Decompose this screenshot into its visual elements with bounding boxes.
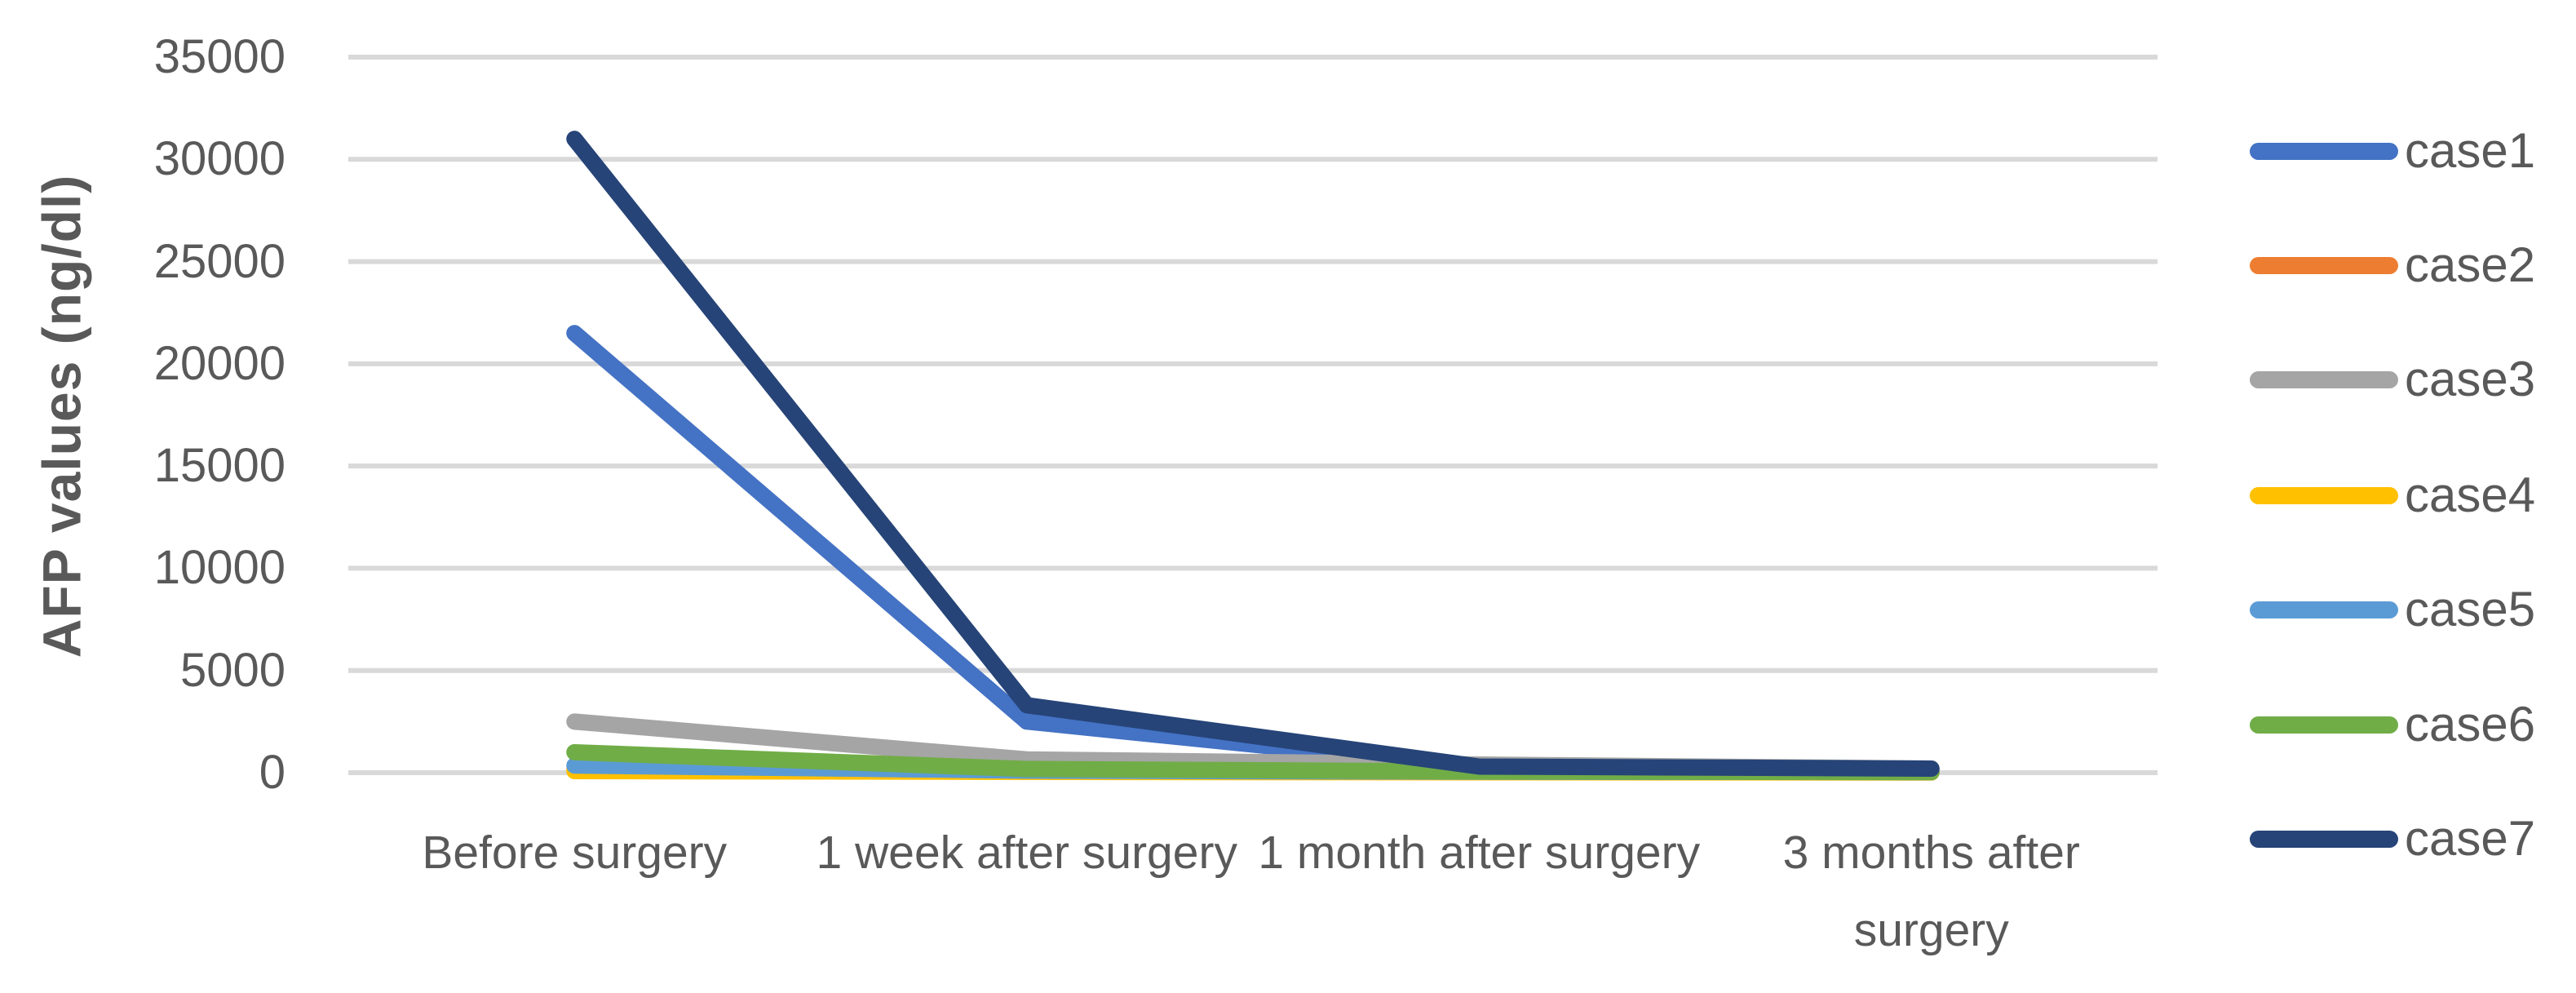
legend-label: case3 — [2405, 352, 2536, 406]
legend-label: case1 — [2405, 123, 2536, 178]
y-tick-label: 20000 — [153, 336, 285, 390]
x-category-label: Before surgery — [422, 827, 728, 879]
legend-swatch-case1 — [2250, 142, 2398, 160]
series-line-case7 — [566, 131, 1940, 777]
legend-swatch-case4 — [2250, 486, 2398, 504]
legend-swatch-case7 — [2250, 830, 2398, 848]
legend-swatch-case5 — [2250, 601, 2398, 618]
y-tick-label: 0 — [259, 746, 285, 799]
legend-label: case7 — [2405, 811, 2536, 866]
legend-swatch-case2 — [2250, 256, 2398, 274]
legend-item: case2 — [2250, 236, 2535, 295]
y-tick-label: 30000 — [153, 132, 285, 186]
legend-item: case5 — [2250, 580, 2535, 639]
legend-swatch-case6 — [2250, 716, 2398, 734]
legend-label: case4 — [2405, 468, 2536, 522]
legend-label: case2 — [2405, 237, 2536, 292]
legend-swatch-case3 — [2250, 370, 2398, 388]
y-tick-label: 5000 — [179, 643, 285, 697]
legend-label: case5 — [2405, 582, 2536, 636]
y-tick-label: 15000 — [153, 439, 285, 493]
legend-label: case6 — [2405, 697, 2536, 751]
x-category-label: 3 months after surgery — [1782, 827, 2080, 956]
y-tick-label: 35000 — [153, 30, 285, 83]
legend-item: case4 — [2250, 466, 2535, 525]
x-category-label: 1 week after surgery — [816, 827, 1237, 879]
x-category-label: 1 month after surgery — [1258, 827, 1701, 879]
y-tick-label: 25000 — [153, 234, 285, 288]
legend-item: case1 — [2250, 122, 2535, 180]
y-tick-label: 10000 — [153, 541, 285, 595]
legend-item: case3 — [2250, 350, 2535, 409]
legend-item: case7 — [2250, 809, 2535, 868]
legend-item: case6 — [2250, 695, 2535, 754]
